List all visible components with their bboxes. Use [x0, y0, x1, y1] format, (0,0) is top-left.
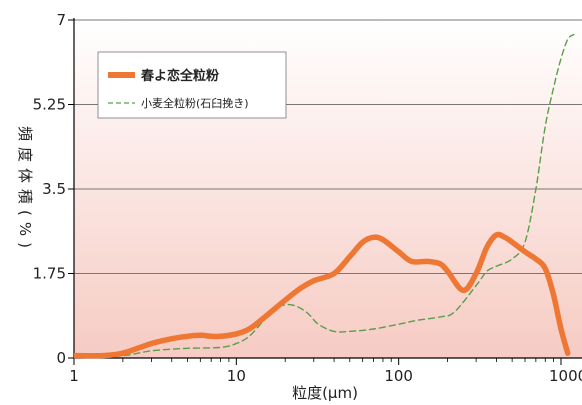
x-tick-label: 100	[384, 367, 413, 385]
y-tick-label: 0	[56, 349, 66, 367]
legend-label-2: 小麦全粒粉(石臼挽き)	[141, 96, 249, 110]
series-line-1	[74, 231, 571, 359]
legend: 春よ恋全粒粉 小麦全粒粉(石臼挽き)	[97, 51, 287, 119]
y-axis-title: 頻度体積(%)	[16, 126, 34, 254]
series-line-2	[74, 33, 575, 358]
x-tick-label: 1	[69, 367, 79, 385]
series-layer	[74, 33, 575, 359]
legend-label-1: 春よ恋全粒粉	[140, 68, 219, 84]
y-ticks: 0 1.75 3.5 5.25 7	[33, 11, 74, 367]
y-tick-label: 3.5	[42, 180, 66, 198]
x-tick-label: 10	[227, 367, 246, 385]
x-ticks: 1 10 100 1000	[69, 358, 582, 385]
y-tick-label: 5.25	[33, 96, 66, 114]
y-tick-label: 1.75	[33, 265, 66, 283]
x-tick-label: 1000	[549, 367, 582, 385]
x-axis-title: 粒度(μm)	[292, 384, 358, 402]
y-tick-label: 7	[56, 11, 66, 29]
legend-box	[97, 51, 287, 119]
